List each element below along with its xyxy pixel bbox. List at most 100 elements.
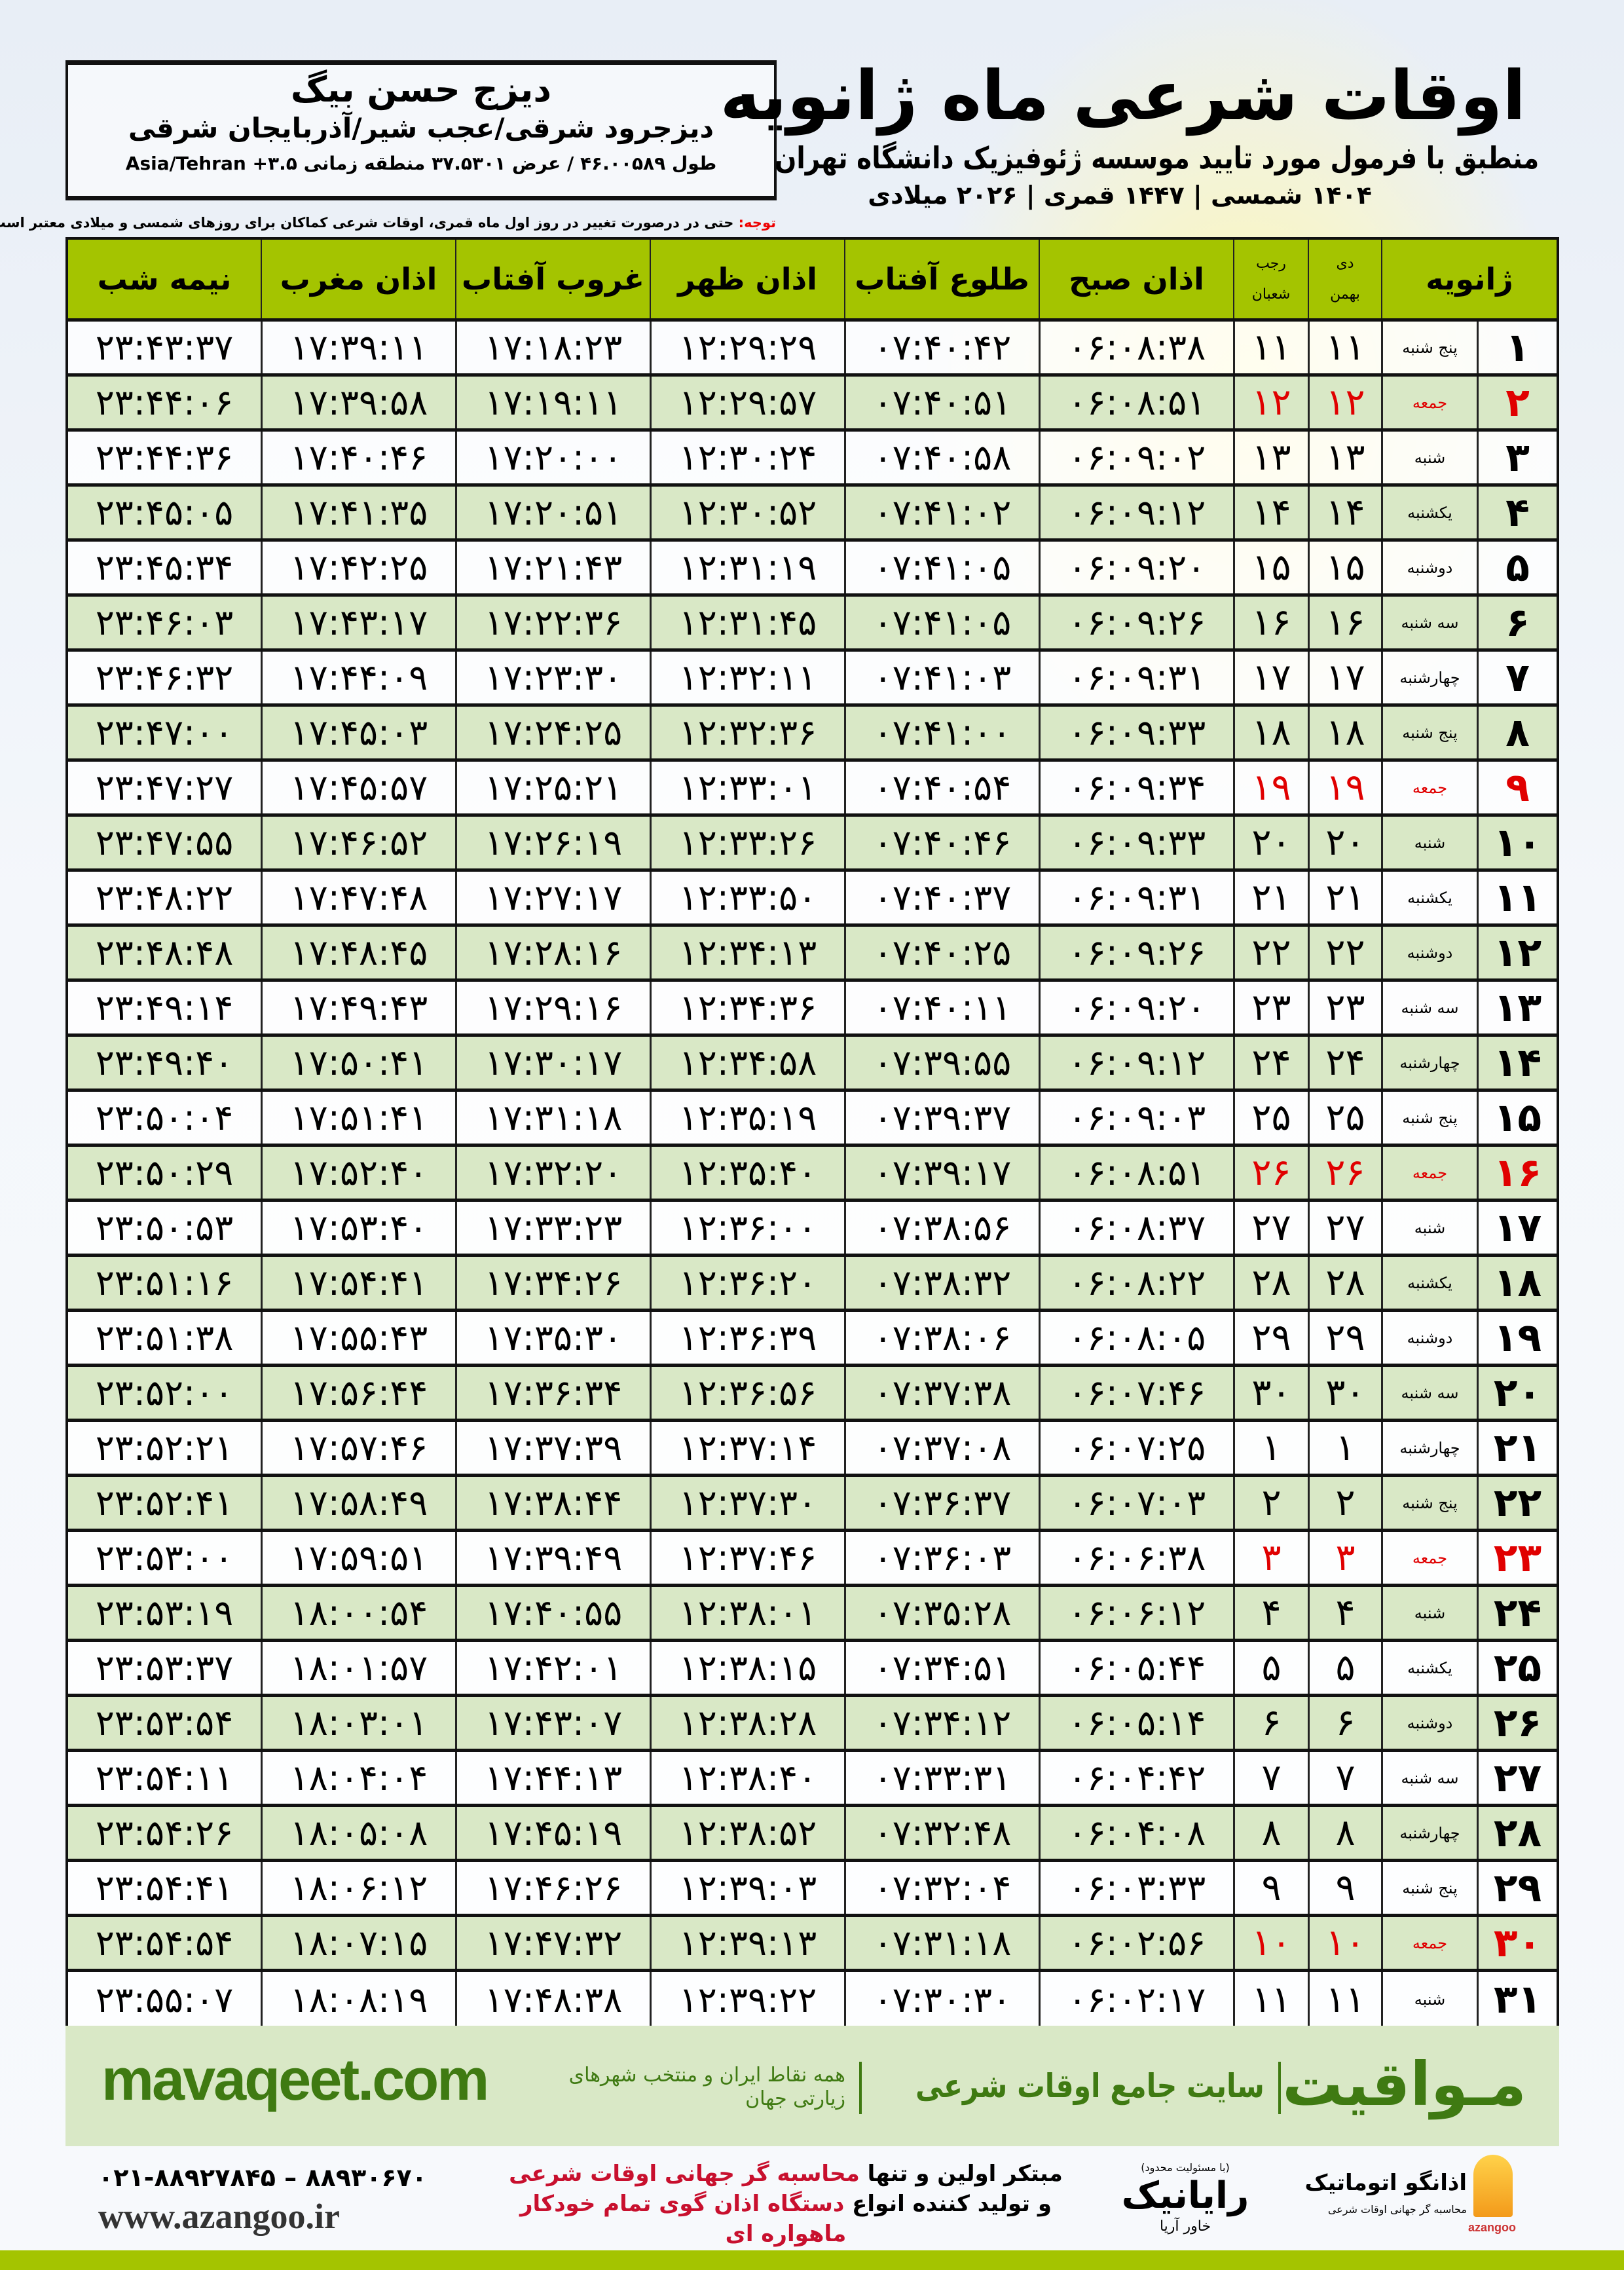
maghrib-time: ۱۷:۴۳:۱۷: [261, 597, 455, 648]
table-row: ۱۶ جمعه ۲۶ ۲۶ ۰۶:۰۸:۵۱ ۰۷:۳۹:۱۷ ۱۲:۳۵:۴۰ ۱۷:۳۲:…: [68, 1147, 1557, 1202]
fajr-time: ۰۶:۰۲:۵۶: [1039, 1917, 1233, 1969]
note-label: توجه:: [738, 215, 776, 231]
sunrise-time: ۰۷:۳۴:۵۱: [844, 1642, 1039, 1694]
sunset-time: ۱۷:۴۴:۱۳: [455, 1752, 650, 1804]
dhuhr-time: ۱۲:۳۸:۲۸: [650, 1697, 844, 1749]
bottom-bar: [0, 2250, 1624, 2270]
sunset-time: ۱۷:۲۳:۳۰: [455, 652, 650, 703]
table-row: ۲۴ شنبه ۴ ۴ ۰۶:۰۶:۱۲ ۰۷:۳۵:۲۸ ۱۲:۳۸:۰۱ ۱۷:۴۰:۵۵…: [68, 1587, 1557, 1642]
prayer-times-table: ژانویه دی بهمن رجب شعبان اذان صبح طلوع آ…: [65, 237, 1559, 2030]
maghrib-time: ۱۷:۵۵:۴۳: [261, 1312, 455, 1364]
weekday: چهارشنبه: [1381, 1037, 1477, 1088]
weekday: یکشنبه: [1381, 1642, 1477, 1694]
header-qamari-bottom: شعبان: [1251, 286, 1291, 303]
table-row: ۲۳ جمعه ۳ ۳ ۰۶:۰۶:۳۸ ۰۷:۳۶:۰۳ ۱۲:۳۷:۴۶ ۱۷:۳۹:۴۹…: [68, 1532, 1557, 1587]
header-qamari: رجب شعبان: [1233, 240, 1308, 318]
fajr-time: ۰۶:۰۸:۳۷: [1039, 1202, 1233, 1254]
day-number: ۶: [1477, 597, 1557, 648]
weekday: پنج شنبه: [1381, 707, 1477, 758]
weekday: پنج شنبه: [1381, 322, 1477, 373]
sunrise-time: ۰۷:۳۹:۳۷: [844, 1092, 1039, 1144]
weekday: پنج شنبه: [1381, 1862, 1477, 1914]
page-title: اوقات شرعی ماه ژانویه: [720, 56, 1526, 136]
qamari-day: ۱۳: [1233, 432, 1308, 483]
maghrib-time: ۱۷:۵۴:۴۱: [261, 1257, 455, 1309]
sunset-time: ۱۷:۴۶:۲۶: [455, 1862, 650, 1914]
weekday: دوشنبه: [1381, 1312, 1477, 1364]
dhuhr-time: ۱۲:۳۴:۳۶: [650, 982, 844, 1033]
sunrise-time: ۰۷:۳۷:۳۸: [844, 1367, 1039, 1419]
sunset-time: ۱۷:۱۹:۱۱: [455, 377, 650, 428]
sunrise-time: ۰۷:۳۶:۳۷: [844, 1477, 1039, 1529]
table-row: ۳۱ شنبه ۱۱ ۱۱ ۰۶:۰۲:۱۷ ۰۷:۳۰:۳۰ ۱۲:۳۹:۲۲ ۱۷:۴۸:…: [68, 1972, 1557, 2027]
dhuhr-time: ۱۲:۲۹:۵۷: [650, 377, 844, 428]
weekday: شنبه: [1381, 817, 1477, 868]
sunset-time: ۱۷:۳۰:۱۷: [455, 1037, 650, 1088]
page-subtitle: منطبق با فرمول مورد تایید موسسه ژئوفیزیک…: [774, 140, 1539, 176]
sunrise-time: ۰۷:۳۵:۲۸: [844, 1587, 1039, 1639]
weekday: دوشنبه: [1381, 927, 1477, 978]
midnight-time: ۲۳:۵۲:۲۱: [95, 1427, 234, 1468]
weekday: شنبه: [1381, 1972, 1477, 2027]
minaret-icon: [1473, 2155, 1513, 2217]
maghrib-time: ۱۷:۴۱:۳۵: [261, 487, 455, 538]
qamari-day: ۱۶: [1233, 597, 1308, 648]
qamari-day: ۲۸: [1233, 1257, 1308, 1309]
dhuhr-time: ۱۲:۳۲:۳۶: [650, 707, 844, 758]
fajr-time: ۰۶:۰۸:۵۱: [1039, 1147, 1233, 1199]
sunset-time: ۱۷:۲۰:۵۱: [455, 487, 650, 538]
table-header: ژانویه دی بهمن رجب شعبان اذان صبح طلوع آ…: [68, 240, 1557, 322]
promo-line1-a: مبتکر اولین و تنها: [859, 2161, 1063, 2187]
table-row: ۲۷ سه شنبه ۷ ۷ ۰۶:۰۴:۴۲ ۰۷:۳۳:۳۱ ۱۲:۳۸:۴۰ ۱۷:۴۴…: [68, 1752, 1557, 1807]
shamsi-day: ۱۲: [1308, 377, 1381, 428]
sunset-time: ۱۷:۳۱:۱۸: [455, 1092, 650, 1144]
maghrib-time: ۱۷:۳۹:۱۱: [261, 322, 455, 373]
qamari-day: ۱۱: [1233, 1972, 1308, 2027]
azangoo-sub: محاسبه گر جهانی اوقات شرعی: [1327, 2203, 1467, 2216]
weekday: سه شنبه: [1381, 1367, 1477, 1419]
day-number: ۳۰: [1477, 1917, 1557, 1969]
dhuhr-time: ۱۲:۳۷:۴۶: [650, 1532, 844, 1584]
dhuhr-time: ۱۲:۳۶:۳۹: [650, 1312, 844, 1364]
sunrise-time: ۰۷:۴۱:۰۰: [844, 707, 1039, 758]
qamari-day: ۱۱: [1233, 322, 1308, 373]
mavaqeet-banner: مـواقیت سایت جامع اوقات شرعی همه نقاط ای…: [65, 2026, 1559, 2146]
day-number: ۲۵: [1477, 1642, 1557, 1694]
fajr-time: ۰۶:۰۹:۲۶: [1039, 927, 1233, 978]
promo-line2-a: و تولید کننده انواع: [844, 2191, 1052, 2217]
header-maghrib: اذان مغرب: [261, 240, 455, 318]
weekday: سه شنبه: [1381, 597, 1477, 648]
maghrib-time: ۱۷:۵۶:۴۴: [261, 1367, 455, 1419]
location-region: دیزجرود شرقی/عجب شیر/آذربایجان شرقی: [128, 112, 714, 144]
shamsi-day: ۱۷: [1308, 652, 1381, 703]
midnight-time: ۲۳:۴۶:۳۲: [95, 657, 234, 698]
sunrise-time: ۰۷:۳۶:۰۳: [844, 1532, 1039, 1584]
dhuhr-time: ۱۲:۳۰:۵۲: [650, 487, 844, 538]
fajr-time: ۰۶:۰۸:۵۱: [1039, 377, 1233, 428]
shamsi-day: ۲۳: [1308, 982, 1381, 1033]
fajr-time: ۰۶:۰۸:۳۸: [1039, 322, 1233, 373]
header-shamsi-bottom: بهمن: [1330, 286, 1360, 303]
maghrib-time: ۱۷:۳۹:۵۸: [261, 377, 455, 428]
shamsi-day: ۲۸: [1308, 1257, 1381, 1309]
weekday: سه شنبه: [1381, 982, 1477, 1033]
sunrise-time: ۰۷:۴۱:۰۳: [844, 652, 1039, 703]
shamsi-day: ۲۵: [1308, 1092, 1381, 1144]
qamari-day: ۲۶: [1233, 1147, 1308, 1199]
weekday: پنج شنبه: [1381, 1092, 1477, 1144]
azangoo-url-link[interactable]: www.azangoo.ir: [98, 2197, 340, 2236]
sunset-time: ۱۷:۴۵:۱۹: [455, 1807, 650, 1859]
sunrise-time: ۰۷:۴۰:۳۷: [844, 872, 1039, 923]
sunset-time: ۱۷:۴۳:۰۷: [455, 1697, 650, 1749]
sunrise-time: ۰۷:۴۰:۵۴: [844, 762, 1039, 813]
brand-url-link[interactable]: mavaqeet.com: [101, 2047, 489, 2113]
header-qamari-top: رجب: [1256, 255, 1286, 272]
midnight-time: ۲۳:۴۳:۳۷: [95, 327, 234, 368]
qamari-day: ۱: [1233, 1422, 1308, 1474]
maghrib-time: ۱۷:۴۴:۰۹: [261, 652, 455, 703]
maghrib-time: ۱۷:۴۲:۲۵: [261, 542, 455, 593]
dhuhr-time: ۱۲:۳۸:۱۵: [650, 1642, 844, 1694]
weekday: سه شنبه: [1381, 1752, 1477, 1804]
day-number: ۳: [1477, 432, 1557, 483]
qamari-day: ۲: [1233, 1477, 1308, 1529]
